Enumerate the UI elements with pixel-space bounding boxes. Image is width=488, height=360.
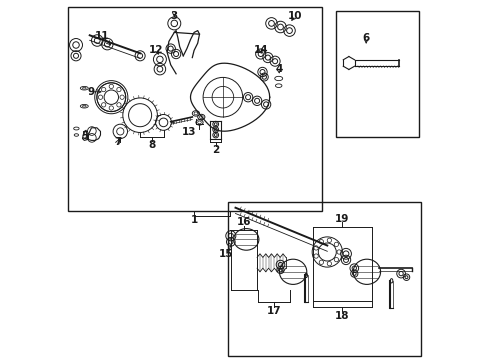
Text: 7: 7 (114, 137, 121, 147)
Text: 14: 14 (253, 45, 267, 55)
Text: 6: 6 (362, 33, 369, 43)
Text: 5: 5 (81, 131, 88, 141)
Text: 16: 16 (236, 217, 250, 227)
Text: 19: 19 (335, 213, 349, 224)
Text: 10: 10 (287, 11, 302, 21)
Text: 4: 4 (274, 64, 282, 74)
Text: 2: 2 (212, 145, 219, 155)
Text: 8: 8 (148, 140, 155, 150)
Text: 13: 13 (181, 127, 196, 138)
Bar (68, 7, 321, 211)
Text: 9: 9 (88, 87, 95, 97)
Text: 15: 15 (218, 249, 233, 259)
Text: 3: 3 (170, 11, 178, 21)
Bar (336, 11, 418, 137)
Text: 18: 18 (334, 311, 349, 321)
Text: 11: 11 (95, 31, 109, 41)
Bar (228, 202, 420, 356)
Text: 12: 12 (149, 45, 163, 55)
Text: 17: 17 (266, 306, 281, 316)
Text: 1: 1 (190, 215, 197, 225)
